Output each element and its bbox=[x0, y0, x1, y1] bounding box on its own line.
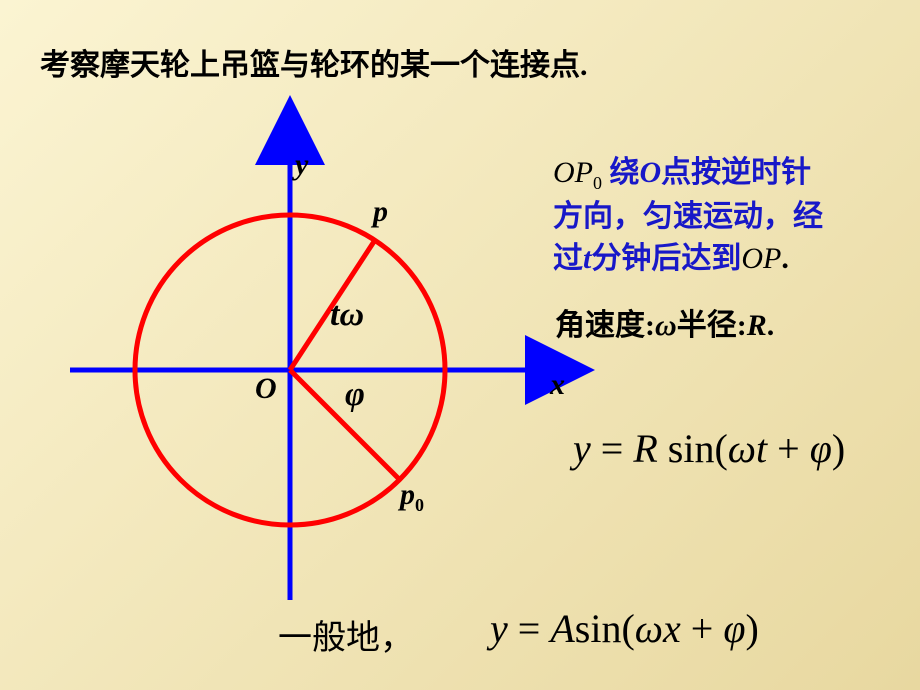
label-y: y bbox=[295, 148, 308, 182]
f1-close: ) bbox=[832, 426, 845, 471]
f2-eq: = bbox=[508, 606, 551, 651]
f2-A: A bbox=[550, 606, 574, 651]
f1-sin: sin( bbox=[658, 426, 728, 471]
label-O: O bbox=[255, 372, 277, 406]
speed-R: R bbox=[747, 309, 767, 342]
f2-close: ) bbox=[745, 606, 758, 651]
f2-sin: sin( bbox=[575, 606, 635, 651]
desc-line3: 过t分钟后达到OP. bbox=[553, 238, 823, 280]
speed-omega: ω bbox=[655, 309, 677, 342]
desc-l3-end: . bbox=[781, 242, 789, 275]
slide: 考察摩天轮上吊篮与轮环的某一个连接点. O x y p p0 φ tω OP0 … bbox=[0, 0, 920, 690]
speed-pre: 角速度: bbox=[555, 309, 655, 342]
formula-2: y = Asin(ωx + φ) bbox=[490, 605, 759, 652]
f1-plus: + bbox=[767, 426, 810, 471]
f2-x: x bbox=[663, 606, 681, 651]
desc-l1-tail: 点按逆时针 bbox=[661, 156, 811, 189]
desc-l3-mid: 分钟后达到 bbox=[591, 242, 741, 275]
f1-y: y bbox=[573, 426, 591, 471]
f1-omega: ω bbox=[728, 426, 756, 471]
f1-eq: = bbox=[591, 426, 634, 471]
desc-line1: OP0 绕O点按逆时针 bbox=[553, 152, 823, 196]
speed-mid: 半径: bbox=[677, 309, 747, 342]
label-tw: tω bbox=[330, 296, 364, 334]
f2-phi: φ bbox=[723, 606, 745, 651]
desc-l3-pre: 过 bbox=[553, 242, 583, 275]
diagram-svg bbox=[0, 0, 920, 690]
speed-text: 角速度:ω半径:R. bbox=[555, 300, 774, 344]
desc-l1-O: O bbox=[640, 156, 662, 189]
bottom-general: 一般地， bbox=[278, 610, 414, 659]
label-phi: φ bbox=[345, 376, 365, 414]
speed-end: . bbox=[767, 309, 775, 342]
f1-t: t bbox=[756, 426, 767, 471]
f1-phi: φ bbox=[810, 426, 832, 471]
formula-1: y = R sin(ωt + φ) bbox=[573, 425, 845, 472]
desc-l1-post: 绕 bbox=[610, 156, 640, 189]
desc-l3-op: OP bbox=[741, 242, 781, 275]
f2-plus: + bbox=[681, 606, 724, 651]
label-p0: p0 bbox=[400, 478, 424, 516]
op0-sub: 0 bbox=[593, 173, 602, 193]
f1-R: R bbox=[633, 426, 657, 471]
desc-line2: 方向，匀速运动，经 bbox=[553, 196, 823, 238]
label-p: p bbox=[373, 195, 388, 229]
description-block: OP0 绕O点按逆时针 方向，匀速运动，经 过t分钟后达到OP. bbox=[553, 152, 823, 280]
f2-omega: ω bbox=[635, 606, 663, 651]
f2-y: y bbox=[490, 606, 508, 651]
op0-op: OP bbox=[553, 156, 593, 189]
label-x: x bbox=[550, 368, 565, 402]
